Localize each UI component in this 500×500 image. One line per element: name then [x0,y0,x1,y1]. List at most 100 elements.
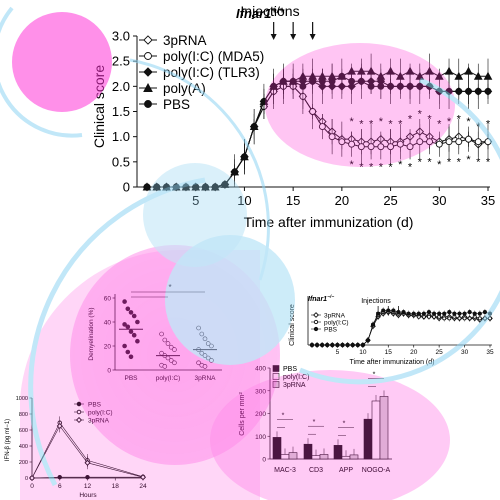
data-point [139,474,147,481]
data-point [279,77,287,85]
series-line [31,422,144,479]
data-point [84,459,91,466]
significance-star: * [388,162,393,174]
data-point [153,183,161,191]
data-point [338,72,346,80]
data-point [454,71,464,80]
significance-star: * [379,116,384,128]
data-point [426,310,432,315]
significance-star: * [466,154,471,166]
x-tick-label: 15 [385,349,393,356]
overlay-decorations [0,6,500,500]
data-point [370,322,376,327]
x-tick-label: 15 [286,193,300,208]
data-point [309,342,315,348]
data-point [315,342,320,348]
legend-label: 3pRNA [324,313,346,320]
data-point [472,311,477,316]
injection-arrowhead [309,34,316,40]
data-point [416,138,424,146]
data-point [250,123,258,131]
category-label: APP [339,467,353,474]
data-point [348,140,356,148]
x-tick-label: 12 [84,483,92,490]
significance-star: * [418,157,423,169]
injection-arrowhead [270,34,277,40]
data-point [381,308,386,313]
legend-marker [144,52,152,60]
x-tick-label: 10 [237,193,251,208]
data-point [411,311,416,316]
x-tick-label: 20 [335,193,349,208]
legend-label: 3pRNA [163,33,207,48]
data-point [391,308,396,313]
data-point [377,82,385,90]
data-point [56,422,63,430]
x-tick-label: 35 [486,349,494,356]
data-point [421,311,426,316]
sky-arc-right [299,77,500,385]
data-point [357,77,365,85]
significance-star: * [408,162,413,174]
data-point [464,66,473,75]
category-label: NOGO-A [362,467,391,474]
significance-star: * [427,157,432,169]
data-point [447,310,452,315]
data-point [367,143,375,151]
data-point [231,168,239,176]
data-point [465,87,472,95]
data-point [328,133,336,141]
y-tick-label: 1000 [16,396,28,402]
significance-star: * [427,114,432,126]
x-tick-label: 20 [410,349,418,356]
significance-star: * [359,162,364,174]
sky-arc-top-left [0,6,83,138]
y-tick-label: 600 [19,428,28,434]
data-point [457,316,462,321]
y-tick-label: 0.5 [112,154,130,169]
data-point [202,183,209,191]
data-point [477,316,482,321]
data-point [474,87,482,95]
data-point [318,123,326,131]
data-point [221,181,229,188]
legend-marker [313,312,319,318]
significance-star: * [486,119,491,131]
data-point [396,140,404,148]
significance-star: * [379,162,384,174]
x-axis-label: Hours [79,492,97,499]
sky-arc-inner [129,58,270,281]
y-tick-label: 400 [19,444,28,450]
legend-marker [75,416,83,424]
x-tick-label: 10 [359,349,367,356]
y-tick-label: 800 [19,412,28,418]
data-point [447,316,452,321]
data-point [340,342,345,348]
data-point [406,82,414,90]
magenta-blob-top-right [265,43,455,167]
data-point [406,311,411,316]
magenta-blob-bottom-left [20,249,260,500]
significance-star: * [398,119,403,131]
significance-star: * [282,412,285,419]
data-point [416,311,421,316]
y-axis-label: Clinical score [289,304,296,346]
data-point [425,66,434,75]
data-point [465,135,472,143]
category-label: CD3 [309,467,323,474]
significance-star: * [349,116,354,128]
x-tick-label: 30 [432,193,446,208]
x-tick-label: 24 [139,483,147,490]
data-point [435,140,443,148]
data-point [143,183,151,191]
significance-star: * [398,159,403,171]
legend-marker [313,319,319,325]
x-tick-label: 6 [58,483,62,490]
sky-disc-upper [143,163,247,267]
series-line [31,476,143,479]
data-point [455,138,463,146]
significance-star: * [447,116,452,128]
data-point [325,342,330,348]
injection-arrowhead [290,34,297,40]
